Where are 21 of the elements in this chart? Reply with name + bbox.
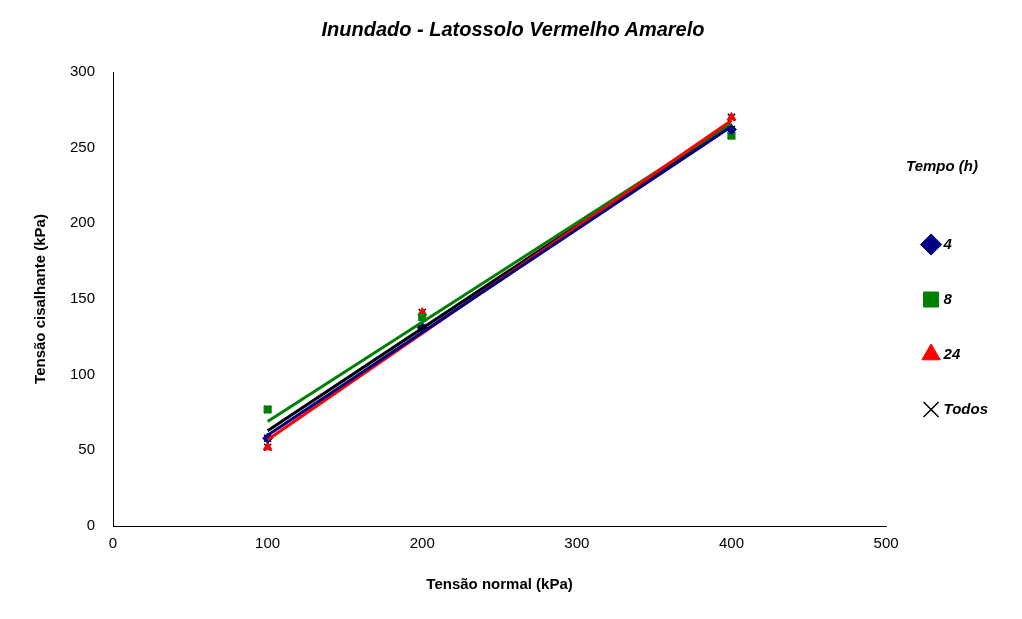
legend-label: 8 xyxy=(943,289,953,307)
y-tick-label: 100 xyxy=(70,364,96,382)
y-tick-label: 150 xyxy=(70,289,96,307)
x-tick-label: 400 xyxy=(718,534,744,552)
x-tick-label: 200 xyxy=(409,534,435,552)
x-tick-label: 100 xyxy=(255,534,281,552)
y-tick-label: 50 xyxy=(78,440,96,458)
x-axis-title: Tensão normal (kPa) xyxy=(426,575,573,593)
x-tick-label: 500 xyxy=(873,534,899,552)
legend-label: 4 xyxy=(942,234,953,252)
x-tick-label: 0 xyxy=(108,534,118,552)
legend-label: Todos xyxy=(943,399,988,417)
y-tick-label: 200 xyxy=(70,213,96,231)
x-tick-label: 300 xyxy=(564,534,590,552)
legend-label: 24 xyxy=(942,344,961,362)
y-tick-label: 300 xyxy=(70,62,96,80)
y-tick-label: 0 xyxy=(86,516,96,534)
chart-title: Inundado - Latossolo Vermelho Amarelo xyxy=(321,17,705,40)
legend-title: Tempo (h) xyxy=(906,156,978,174)
y-tick-label: 250 xyxy=(70,137,96,155)
y-axis-title: Tensão cisalhante (kPa) xyxy=(31,214,49,384)
